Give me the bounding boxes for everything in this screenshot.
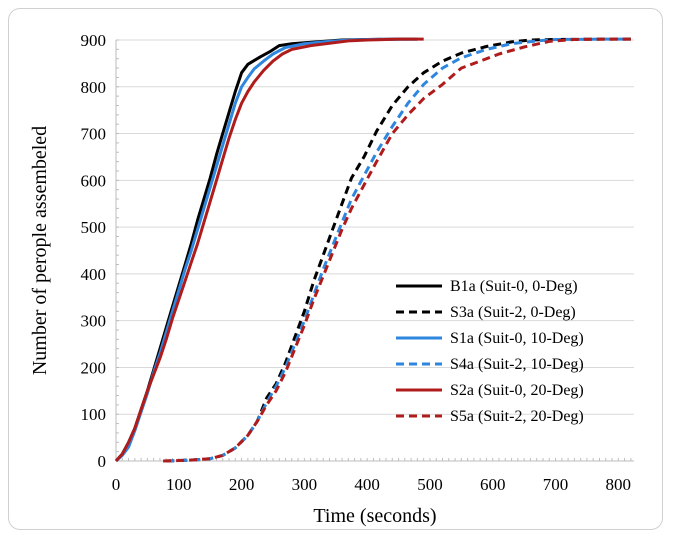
y-tick-label: 300 — [81, 312, 107, 331]
legend-label-s4a: S4a (Suit-2, 10-Deg) — [450, 356, 584, 373]
x-tick-label: 500 — [417, 475, 443, 494]
y-tick-label: 600 — [81, 171, 107, 190]
x-tick-label: 700 — [543, 475, 569, 494]
series-lines — [114, 37, 631, 463]
y-tick-label: 0 — [98, 452, 107, 471]
x-tick-label: 300 — [292, 475, 318, 494]
chart-frame — [8, 8, 663, 530]
series-line-s5a — [163, 37, 631, 463]
x-tick-label: 800 — [606, 475, 632, 494]
legend-label-s3a: S3a (Suit-2, 0-Deg) — [450, 304, 576, 321]
series-line-s3a — [166, 37, 631, 463]
x-tick-label: 100 — [166, 475, 192, 494]
y-tick-labels: 0 100 200 300 400 500 600 700 800 900 — [81, 31, 107, 471]
y-tick-label: 500 — [81, 218, 107, 237]
legend-label-s2a: S2a (Suit-0, 20-Deg) — [450, 382, 584, 399]
series-line-s2a — [114, 37, 424, 463]
x-axis-title: Time (seconds) — [313, 505, 436, 527]
x-tick-label: 200 — [229, 475, 255, 494]
y-tick-label: 100 — [81, 405, 107, 424]
x-tick-label: 0 — [112, 475, 121, 494]
legend-label-s1a: S1a (Suit-0, 10-Deg) — [450, 330, 584, 347]
y-tick-label: 800 — [81, 78, 107, 97]
x-tick-label: 600 — [480, 475, 506, 494]
y-tick-label: 400 — [81, 265, 107, 284]
y-tick-label: 700 — [81, 125, 107, 144]
y-axis-title: Number of perople assembeled — [29, 126, 51, 375]
series-line-s4a — [166, 37, 631, 463]
legend-label-s5a: S5a (Suit-2, 20-Deg) — [450, 408, 584, 425]
legend-label-b1a: B1a (Suit-0, 0-Deg) — [450, 278, 578, 295]
y-tick-label: 900 — [81, 31, 107, 50]
y-tick-label: 200 — [81, 358, 107, 377]
axes — [115, 39, 634, 462]
x-tick-labels: 0 100 200 300 400 500 600 700 800 — [112, 475, 631, 494]
x-tick-label: 400 — [354, 475, 380, 494]
legend: B1a (Suit-0, 0-Deg) S3a (Suit-2, 0-Deg) S1… — [396, 278, 584, 425]
